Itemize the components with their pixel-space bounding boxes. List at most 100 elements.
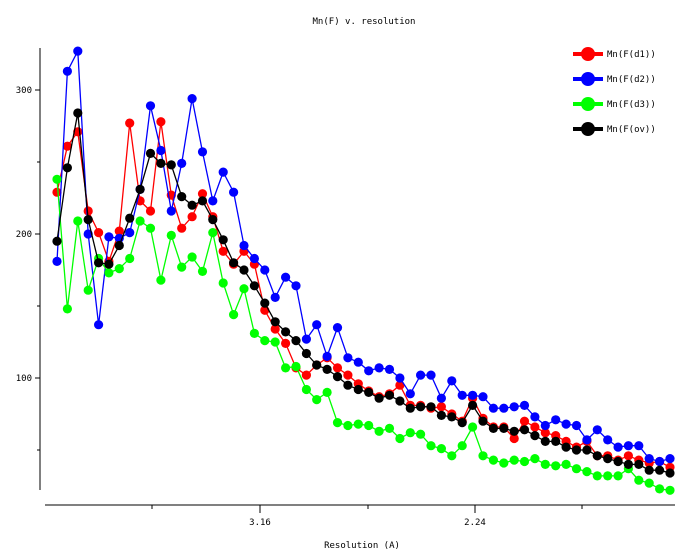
data-point: [665, 486, 674, 495]
data-point: [177, 224, 186, 233]
data-point: [593, 471, 602, 480]
data-point: [634, 476, 643, 485]
data-point: [156, 159, 165, 168]
data-point: [385, 424, 394, 433]
data-point: [281, 273, 290, 282]
data-point: [458, 418, 467, 427]
data-point: [260, 299, 269, 308]
data-point: [458, 441, 467, 450]
data-point: [63, 304, 72, 313]
data-point: [219, 168, 228, 177]
data-point: [634, 441, 643, 450]
data-point: [655, 484, 664, 493]
data-point: [375, 427, 384, 436]
data-point: [447, 376, 456, 385]
legend-swatch-marker: [581, 47, 595, 61]
data-point: [94, 258, 103, 267]
data-point: [499, 424, 508, 433]
data-point: [499, 404, 508, 413]
data-point: [343, 353, 352, 362]
x-tick-label: 3.16: [249, 518, 271, 528]
data-point: [562, 460, 571, 469]
data-point: [323, 365, 332, 374]
data-point: [281, 339, 290, 348]
legend-item: Mn(F(d2)): [573, 72, 656, 86]
data-point: [468, 391, 477, 400]
data-point: [281, 327, 290, 336]
data-point: [343, 421, 352, 430]
y-tick-label: 100: [16, 374, 32, 384]
data-point: [291, 336, 300, 345]
data-point: [530, 422, 539, 431]
data-point: [510, 456, 519, 465]
data-point: [136, 216, 145, 225]
data-point: [416, 371, 425, 380]
series-line: [57, 122, 670, 468]
data-point: [603, 454, 612, 463]
data-point: [260, 336, 269, 345]
data-point: [73, 47, 82, 56]
data-point: [426, 441, 435, 450]
data-point: [84, 215, 93, 224]
y-tick-label: 200: [16, 230, 32, 240]
data-point: [94, 228, 103, 237]
y-axis: 100 200 300: [16, 48, 40, 490]
data-point: [271, 317, 280, 326]
data-point: [416, 430, 425, 439]
data-point: [271, 337, 280, 346]
legend-item: Mn(F(d3)): [573, 97, 656, 111]
data-point: [406, 389, 415, 398]
data-point: [84, 286, 93, 295]
data-point: [593, 425, 602, 434]
data-point: [530, 412, 539, 421]
data-point: [260, 265, 269, 274]
data-point: [551, 437, 560, 446]
data-point: [582, 445, 591, 454]
data-point: [208, 196, 217, 205]
plot-series: [52, 47, 674, 495]
data-point: [302, 385, 311, 394]
legend: Mn(F(d1)) Mn(F(d2)) Mn(F(d3)) Mn(F(ov)): [573, 47, 656, 136]
data-point: [312, 320, 321, 329]
legend-swatch-marker: [581, 122, 595, 136]
data-point: [489, 456, 498, 465]
data-point: [406, 404, 415, 413]
data-point: [343, 381, 352, 390]
data-point: [198, 267, 207, 276]
data-point: [52, 175, 61, 184]
data-point: [395, 396, 404, 405]
data-point: [426, 402, 435, 411]
data-point: [115, 264, 124, 273]
data-point: [94, 320, 103, 329]
data-point: [458, 391, 467, 400]
data-point: [614, 457, 623, 466]
data-point: [198, 196, 207, 205]
series-line: [57, 113, 670, 473]
data-point: [219, 278, 228, 287]
data-point: [291, 281, 300, 290]
data-point: [333, 418, 342, 427]
data-point: [614, 443, 623, 452]
data-point: [146, 224, 155, 233]
data-point: [541, 421, 550, 430]
x-axis-title: Resolution (A): [324, 541, 400, 551]
data-point: [73, 108, 82, 117]
data-point: [239, 265, 248, 274]
data-point: [302, 335, 311, 344]
data-point: [551, 461, 560, 470]
data-point: [354, 358, 363, 367]
data-point: [582, 435, 591, 444]
data-point: [437, 444, 446, 453]
data-point: [208, 228, 217, 237]
data-point: [499, 458, 508, 467]
data-point: [302, 371, 311, 380]
data-point: [156, 117, 165, 126]
data-point: [582, 467, 591, 476]
data-point: [52, 237, 61, 246]
data-point: [530, 454, 539, 463]
data-point: [354, 385, 363, 394]
data-point: [572, 445, 581, 454]
legend-swatch-marker: [581, 97, 595, 111]
data-point: [364, 421, 373, 430]
